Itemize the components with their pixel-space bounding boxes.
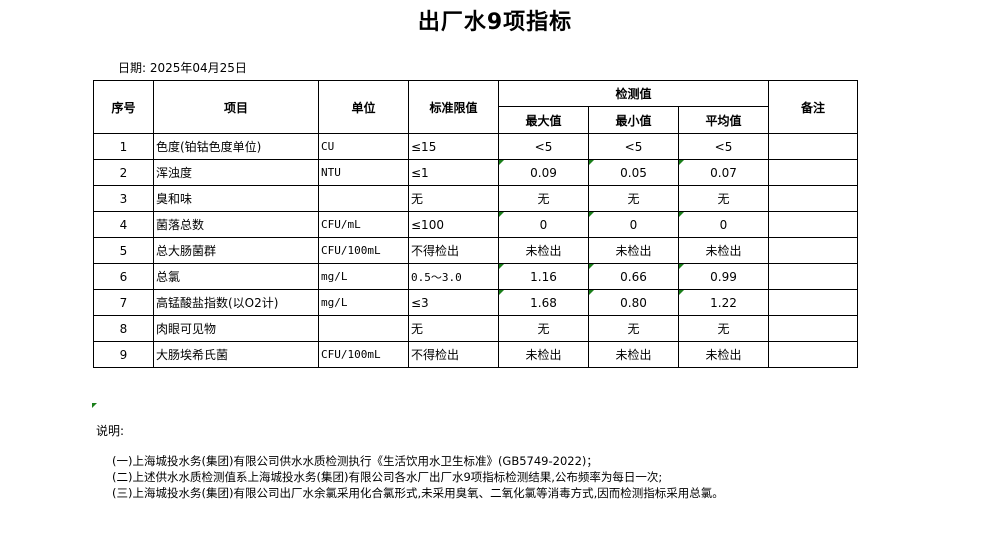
cell-unit: mg/L: [318, 289, 409, 316]
header-avg: 平均值: [678, 106, 769, 134]
cell-avg: 未检出: [678, 237, 769, 264]
cell-avg: 0.99: [678, 263, 769, 290]
cell-avg: 无: [678, 315, 769, 342]
cell-item: 大肠埃希氏菌: [153, 341, 319, 368]
cell-item: 肉眼可见物: [153, 315, 319, 342]
table-row: 2 浑浊度 NTU ≤1 0.09 0.05 0.07: [93, 159, 858, 186]
header-seq: 序号: [93, 80, 154, 134]
cell-remark: [768, 133, 858, 160]
header-min: 最小值: [588, 106, 679, 134]
cell-min: 无: [588, 185, 679, 212]
cell-min: 未检出: [588, 341, 679, 368]
cell-seq: 4: [93, 211, 154, 238]
cell-item: 浑浊度: [153, 159, 319, 186]
cell-min: 0.80: [588, 289, 679, 316]
cell-min: <5: [588, 133, 679, 160]
header-unit: 单位: [318, 80, 409, 134]
header-measured: 检测值: [498, 80, 769, 107]
cell-avg: 0: [678, 211, 769, 238]
cell-unit: [318, 315, 409, 342]
cell-avg: 1.22: [678, 289, 769, 316]
table-row: 7 高锰酸盐指数(以O2计) mg/L ≤3 1.68 0.80 1.22: [93, 289, 858, 316]
cell-flag-icon: [92, 403, 97, 408]
table-row: 4 菌落总数 CFU/mL ≤100 0 0 0: [93, 211, 858, 238]
cell-item: 总大肠菌群: [153, 237, 319, 264]
table-row: 9 大肠埃希氏菌 CFU/100mL 不得检出 未检出 未检出 未检出: [93, 341, 858, 368]
report-date: 日期: 2025年04月25日: [118, 61, 247, 75]
table-row: 1 色度(铂钴色度单位) CU ≤15 <5 <5 <5: [93, 133, 858, 160]
cell-unit: [318, 185, 409, 212]
cell-remark: [768, 185, 858, 212]
cell-limit: 0.5～3.0: [408, 263, 499, 290]
cell-seq: 3: [93, 185, 154, 212]
cell-seq: 9: [93, 341, 154, 368]
cell-avg: 0.07: [678, 159, 769, 186]
cell-remark: [768, 237, 858, 264]
cell-item: 高锰酸盐指数(以O2计): [153, 289, 319, 316]
cell-min: 0.66: [588, 263, 679, 290]
cell-limit: ≤15: [408, 133, 499, 160]
cell-avg: 无: [678, 185, 769, 212]
note-2: (二)上述供水水质检测值系上海城投水务(集团)有限公司各水厂出厂水9项指标检测结…: [112, 470, 663, 484]
cell-unit: CFU/mL: [318, 211, 409, 238]
note-3: (三)上海城投水务(集团)有限公司出厂水余氯采用化合氯形式,未采用臭氧、二氧化氯…: [112, 486, 724, 500]
cell-limit: 不得检出: [408, 341, 499, 368]
cell-seq: 8: [93, 315, 154, 342]
cell-seq: 5: [93, 237, 154, 264]
cell-limit: 不得检出: [408, 237, 499, 264]
cell-remark: [768, 263, 858, 290]
cell-remark: [768, 315, 858, 342]
notes-heading: 说明:: [96, 424, 125, 438]
note-1: (一)上海城投水务(集团)有限公司供水水质检测执行《生活饮用水卫生标准》(GB5…: [112, 454, 598, 468]
cell-max: 无: [498, 315, 589, 342]
cell-seq: 2: [93, 159, 154, 186]
cell-seq: 7: [93, 289, 154, 316]
cell-min: 0: [588, 211, 679, 238]
cell-unit: NTU: [318, 159, 409, 186]
cell-max: 无: [498, 185, 589, 212]
header-remark: 备注: [768, 80, 858, 134]
cell-remark: [768, 211, 858, 238]
cell-item: 总氯: [153, 263, 319, 290]
cell-avg: <5: [678, 133, 769, 160]
cell-max: 未检出: [498, 341, 589, 368]
cell-max: 1.16: [498, 263, 589, 290]
cell-remark: [768, 289, 858, 316]
cell-unit: mg/L: [318, 263, 409, 290]
cell-max: 1.68: [498, 289, 589, 316]
cell-seq: 1: [93, 133, 154, 160]
table-row: 8 肉眼可见物无无无无: [93, 315, 858, 342]
table-row: 5 总大肠菌群 CFU/100mL 不得检出 未检出 未检出 未检出: [93, 237, 858, 264]
cell-limit: ≤100: [408, 211, 499, 238]
cell-item: 菌落总数: [153, 211, 319, 238]
cell-item: 臭和味: [153, 185, 319, 212]
cell-limit: ≤3: [408, 289, 499, 316]
cell-unit: CFU/100mL: [318, 237, 409, 264]
cell-seq: 6: [93, 263, 154, 290]
cell-unit: CFU/100mL: [318, 341, 409, 368]
header-limit: 标准限值: [408, 80, 499, 134]
page-title: 出厂水9项指标: [417, 10, 573, 35]
cell-max: 0: [498, 211, 589, 238]
cell-remark: [768, 341, 858, 368]
cell-max: <5: [498, 133, 589, 160]
notes: (一)上海城投水务(集团)有限公司供水水质检测执行《生活饮用水卫生标准》(GB5…: [112, 453, 724, 501]
cell-limit: 无: [408, 185, 499, 212]
cell-min: 未检出: [588, 237, 679, 264]
header-max: 最大值: [498, 106, 589, 134]
table-row: 6 总氯 mg/L 0.5～3.0 1.16 0.66 0.99: [93, 263, 858, 290]
cell-avg: 未检出: [678, 341, 769, 368]
indicator-table: 序号 项目 单位 标准限值 检测值 备注 最大值 最小值 平均值 1 色度(铂钴色…: [93, 80, 858, 368]
cell-min: 无: [588, 315, 679, 342]
cell-min: 0.05: [588, 159, 679, 186]
cell-unit: CU: [318, 133, 409, 160]
cell-item: 色度(铂钴色度单位): [153, 133, 319, 160]
table-row: 3 臭和味无无无无: [93, 185, 858, 212]
cell-limit: 无: [408, 315, 499, 342]
header-item: 项目: [153, 80, 319, 134]
cell-limit: ≤1: [408, 159, 499, 186]
cell-max: 0.09: [498, 159, 589, 186]
cell-max: 未检出: [498, 237, 589, 264]
cell-remark: [768, 159, 858, 186]
